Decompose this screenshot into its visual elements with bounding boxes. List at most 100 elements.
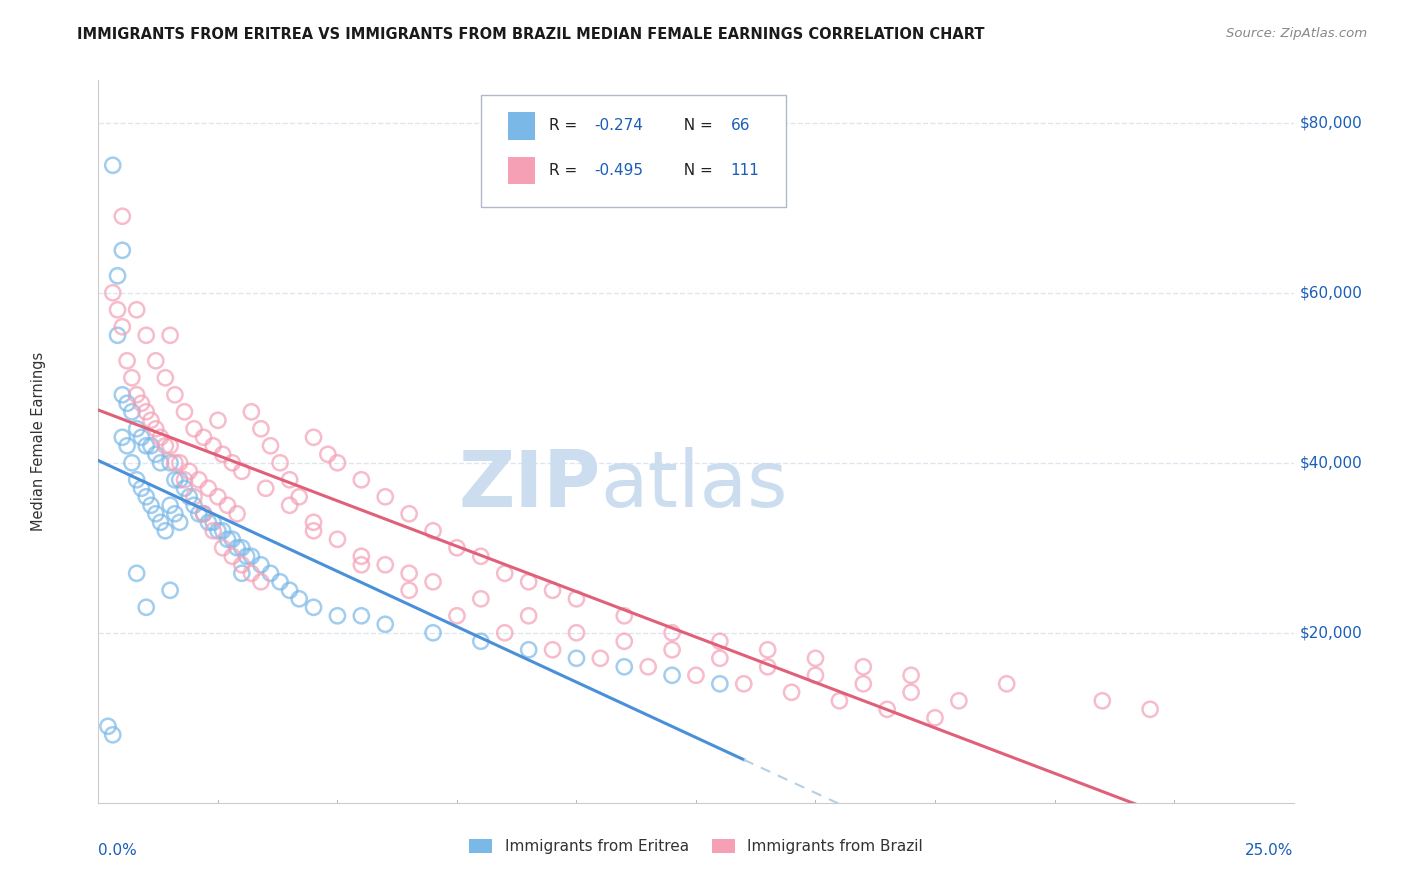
Point [565,625,588,640]
Point [226,541,249,555]
Point [149,456,172,470]
Point [187,507,209,521]
Text: R =: R = [548,119,582,133]
Point [173,481,195,495]
Point [250,558,273,572]
Point [278,473,301,487]
Point [231,464,253,478]
Point [804,668,827,682]
Point [240,549,263,564]
Point [135,439,157,453]
Point [183,422,205,436]
Point [541,642,564,657]
Text: $60,000: $60,000 [1299,285,1362,301]
Point [709,634,731,648]
Text: 0.0%: 0.0% [98,843,138,857]
Point [135,490,157,504]
Text: 66: 66 [731,119,751,133]
Point [254,481,277,495]
Point [326,608,349,623]
Point [326,533,349,547]
Point [163,388,186,402]
Point [145,422,167,436]
Point [374,617,396,632]
Point [350,608,373,623]
Point [179,490,201,504]
Point [179,464,201,478]
Point [565,651,588,665]
Point [139,439,162,453]
Point [221,533,243,547]
Point [470,549,492,564]
Point [350,558,373,572]
Point [101,728,124,742]
Point [135,600,157,615]
Point [159,583,181,598]
Point [135,328,157,343]
Point [995,677,1018,691]
Point [350,549,373,564]
Point [709,677,731,691]
Text: Median Female Earnings: Median Female Earnings [31,352,46,531]
Point [269,574,291,589]
Point [661,668,683,682]
Point [121,371,143,385]
Point [193,430,215,444]
Point [111,319,134,334]
Point [422,524,444,538]
Point [374,558,396,572]
Point [173,473,195,487]
Text: N =: N = [675,119,718,133]
Point [613,608,636,623]
Point [900,685,922,699]
Point [756,660,779,674]
Point [733,677,755,691]
Point [288,490,311,504]
Point [149,430,172,444]
Point [107,328,129,343]
Point [135,405,157,419]
Point [159,456,181,470]
Point [565,591,588,606]
Point [302,516,325,530]
Bar [509,112,534,139]
Point [125,422,148,436]
Point [183,490,205,504]
Point [173,405,195,419]
Point [231,541,253,555]
Point [517,574,540,589]
Point [446,608,468,623]
Point [115,353,138,368]
Text: 25.0%: 25.0% [1246,843,1294,857]
Point [250,574,273,589]
Point [226,507,249,521]
Point [709,651,731,665]
Point [193,507,215,521]
Point [278,498,301,512]
Point [169,456,191,470]
Point [125,388,148,402]
Text: $40,000: $40,000 [1299,455,1362,470]
Point [111,244,134,258]
Legend: Immigrants from Eritrea, Immigrants from Brazil: Immigrants from Eritrea, Immigrants from… [464,833,928,860]
Text: R =: R = [548,163,582,178]
Point [163,456,186,470]
Point [374,490,396,504]
Point [259,566,281,581]
Text: 111: 111 [731,163,759,178]
Point [470,591,492,606]
Point [149,516,172,530]
Point [613,660,636,674]
Point [125,302,148,317]
Point [145,447,167,461]
Point [111,388,134,402]
Point [685,668,707,682]
Point [517,642,540,657]
Point [163,507,186,521]
Text: N =: N = [675,163,718,178]
Point [398,566,420,581]
Point [398,507,420,521]
Point [235,549,257,564]
Text: atlas: atlas [600,447,787,523]
Point [780,685,803,699]
